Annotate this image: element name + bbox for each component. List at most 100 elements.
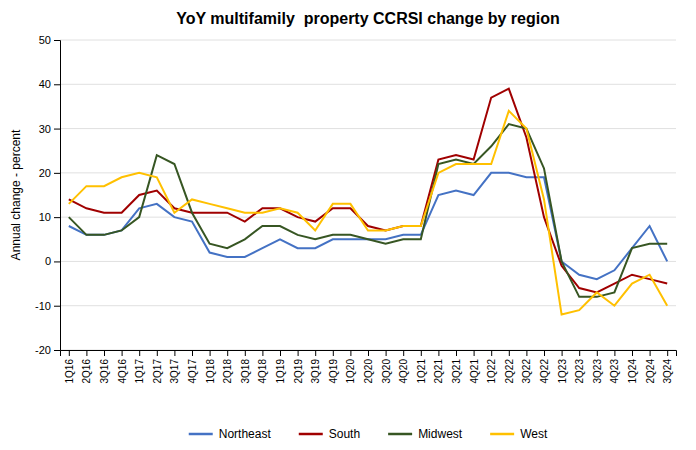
y-tick: 10	[39, 211, 60, 223]
x-tick-label: 3Q21	[451, 359, 462, 384]
x-tick-mark	[69, 350, 70, 356]
x-tick-mark	[104, 350, 105, 356]
x-tick: 3Q23	[592, 350, 603, 383]
y-tick-mark	[54, 40, 60, 41]
y-tick-mark	[54, 261, 60, 262]
grid-line	[60, 40, 676, 41]
y-axis-title: Annual change - percent	[9, 129, 23, 260]
y-tick-mark	[54, 84, 60, 85]
x-tick: 3Q18	[240, 350, 251, 383]
x-tick-mark	[139, 350, 140, 356]
legend-swatch	[189, 433, 213, 436]
x-tick-label: 2Q24	[645, 359, 656, 384]
x-tick: 1Q23	[557, 350, 568, 383]
x-tick: 2Q19	[293, 350, 304, 383]
x-tick: 3Q17	[169, 350, 180, 383]
x-tick-label: 4Q17	[187, 359, 198, 384]
legend-label: West	[520, 427, 548, 441]
y-tick: -20	[35, 344, 60, 356]
grid-line	[60, 84, 676, 85]
x-tick-label: 4Q22	[539, 359, 550, 384]
y-tick: 40	[39, 78, 60, 90]
x-tick: 1Q24	[627, 350, 638, 383]
x-axis-line	[61, 351, 677, 357]
series-line	[69, 89, 667, 293]
x-tick-mark	[245, 350, 246, 356]
series-line	[69, 124, 667, 297]
x-tick-label: 4Q23	[609, 359, 620, 384]
x-tick-label: 3Q23	[592, 359, 603, 384]
y-tick: 50	[39, 34, 60, 46]
title: YoY multifamily property CCRSI change by…	[176, 10, 559, 27]
x-tick-mark	[667, 350, 668, 356]
y-tick-mark	[54, 350, 60, 351]
x-tick-label: 1Q16	[64, 359, 75, 384]
y-tick-label: -10	[35, 300, 51, 312]
x-tick: 2Q17	[152, 350, 163, 383]
x-tick-mark	[632, 350, 633, 356]
x-tick: 2Q21	[433, 350, 444, 383]
chart-svg: -20-10010203040501Q162Q163Q164Q161Q172Q1…	[0, 0, 696, 450]
legend-item: Midwest	[388, 427, 463, 441]
x-tick-label: 3Q16	[99, 359, 110, 384]
x-tick: 1Q18	[205, 350, 216, 383]
x-tick: 3Q21	[451, 350, 462, 383]
y-axis-line	[54, 41, 61, 351]
x-tick: 3Q19	[310, 350, 321, 383]
x-tick-label: 1Q19	[275, 359, 286, 384]
x-tick-mark	[421, 350, 422, 356]
y-tick-label: 10	[39, 211, 51, 223]
x-tick-mark	[456, 350, 457, 356]
x-tick-label: 2Q17	[152, 359, 163, 384]
x-tick-mark	[86, 350, 87, 356]
x-tick-mark	[509, 350, 510, 356]
x-tick-mark	[280, 350, 281, 356]
x-tick: 4Q23	[609, 350, 620, 383]
x-tick: 4Q16	[117, 350, 128, 383]
x-tick: 4Q19	[328, 350, 339, 383]
x-tick: 1Q22	[486, 350, 497, 383]
x-tick-label: 2Q22	[504, 359, 515, 384]
x-tick: 2Q20	[363, 350, 374, 383]
x-tick: 1Q16	[64, 350, 75, 383]
x-tick-mark	[368, 350, 369, 356]
legend-label: South	[329, 427, 360, 441]
x-tick-mark	[350, 350, 351, 356]
x-tick-label: 3Q20	[381, 359, 392, 384]
x-tick: 1Q21	[416, 350, 427, 383]
x-tick-mark	[544, 350, 545, 356]
lines	[69, 89, 667, 315]
x-tick-label: 1Q23	[557, 359, 568, 384]
x-tick: 4Q17	[187, 350, 198, 383]
x-tick-label: 3Q19	[310, 359, 321, 384]
grid-line	[60, 261, 676, 262]
y-tick-label: -20	[35, 344, 51, 356]
x-tick-label: 1Q22	[486, 359, 497, 384]
x-tick-mark	[474, 350, 475, 356]
x-tick-mark	[122, 350, 123, 356]
legend-item: South	[299, 427, 360, 441]
y-axis: -20-1001020304050	[35, 34, 60, 356]
y-tick-label: 50	[39, 34, 51, 46]
legend-swatch	[299, 433, 323, 436]
y-tick-mark	[54, 306, 60, 307]
legend-item: Northeast	[189, 427, 272, 441]
x-axis: 1Q162Q163Q164Q161Q172Q173Q174Q171Q182Q18…	[61, 350, 677, 383]
x-tick-mark	[491, 350, 492, 356]
x-tick-label: 3Q18	[240, 359, 251, 384]
grid	[60, 40, 676, 350]
y-tick: 0	[45, 255, 60, 267]
x-tick-label: 3Q22	[521, 359, 532, 384]
x-tick: 2Q24	[645, 350, 656, 383]
x-tick-mark	[562, 350, 563, 356]
x-tick: 3Q16	[99, 350, 110, 383]
x-tick-label: 2Q20	[363, 359, 374, 384]
y-tick: 20	[39, 167, 60, 179]
y-tick-mark	[54, 173, 60, 174]
legend-label: Northeast	[219, 427, 272, 441]
y-tick-label: 0	[45, 255, 51, 267]
x-tick-mark	[333, 350, 334, 356]
legend-label: Midwest	[418, 427, 463, 441]
x-tick-label: 2Q16	[81, 359, 92, 384]
grid-line	[60, 128, 676, 129]
